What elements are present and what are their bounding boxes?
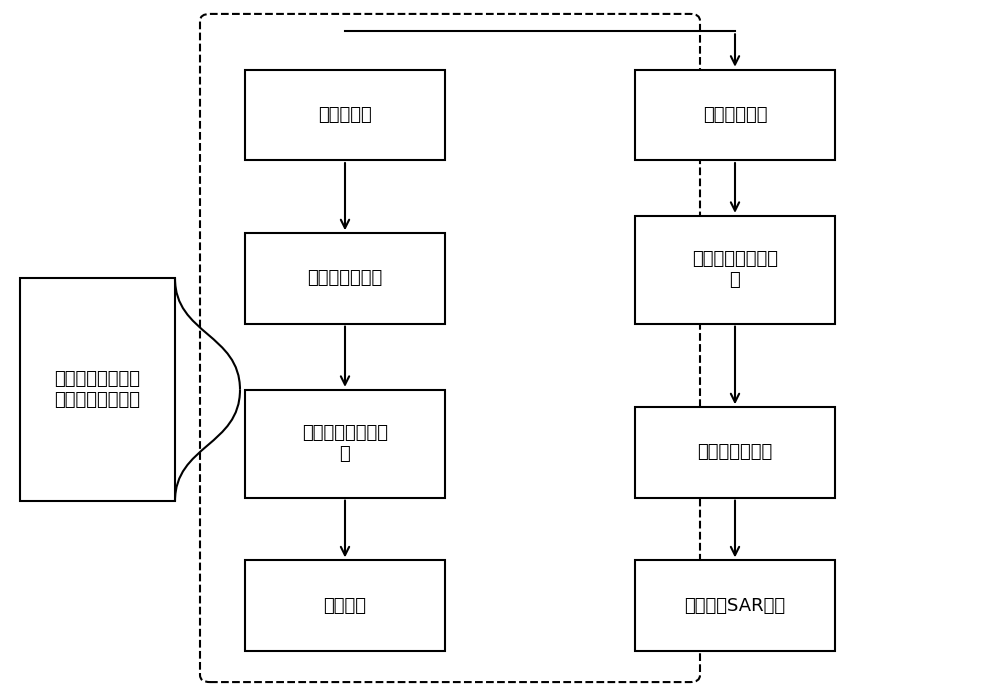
FancyBboxPatch shape: [245, 560, 445, 651]
Text: 多普勒调频斜率估
计: 多普勒调频斜率估 计: [692, 251, 778, 289]
FancyBboxPatch shape: [635, 216, 835, 324]
Text: 量化得到SAR图像: 量化得到SAR图像: [684, 596, 786, 615]
Text: 数据去直流: 数据去直流: [318, 106, 372, 124]
Text: 预处理模块计算存
储与距离有关的量: 预处理模块计算存 储与距离有关的量: [54, 370, 140, 409]
Text: 距离向脉冲压缩: 距离向脉冲压缩: [307, 269, 383, 287]
Text: 多普勒中心频率估
计: 多普勒中心频率估 计: [302, 425, 388, 463]
FancyBboxPatch shape: [245, 70, 445, 160]
FancyBboxPatch shape: [635, 407, 835, 498]
Text: 方位向脉冲压缩: 方位向脉冲压缩: [697, 443, 773, 461]
FancyBboxPatch shape: [245, 233, 445, 324]
FancyBboxPatch shape: [635, 560, 835, 651]
FancyBboxPatch shape: [245, 390, 445, 498]
Text: 距离徙动校正: 距离徙动校正: [703, 106, 767, 124]
Text: 数据转置: 数据转置: [324, 596, 366, 615]
FancyBboxPatch shape: [20, 278, 175, 501]
FancyBboxPatch shape: [635, 70, 835, 160]
